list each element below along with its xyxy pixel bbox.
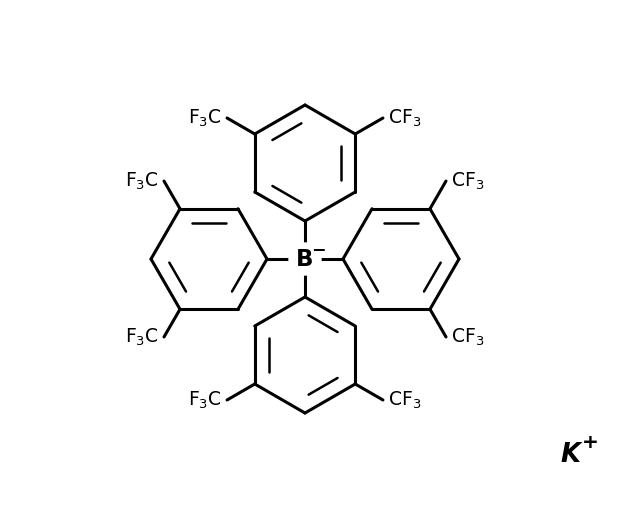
- Text: $\mathregular{CF_3}$: $\mathregular{CF_3}$: [388, 108, 421, 129]
- Text: $\mathregular{F_3C}$: $\mathregular{F_3C}$: [188, 389, 222, 411]
- Text: $\mathregular{F_3C}$: $\mathregular{F_3C}$: [188, 108, 222, 129]
- Text: K: K: [560, 442, 580, 468]
- Text: +: +: [582, 434, 598, 453]
- Text: −: −: [311, 240, 325, 258]
- Text: B: B: [296, 248, 314, 270]
- Text: $\mathregular{CF_3}$: $\mathregular{CF_3}$: [388, 389, 421, 411]
- Text: $\mathregular{F_3C}$: $\mathregular{F_3C}$: [125, 326, 159, 348]
- Text: $\mathregular{CF_3}$: $\mathregular{CF_3}$: [451, 326, 484, 348]
- Text: $\mathregular{F_3C}$: $\mathregular{F_3C}$: [125, 170, 159, 192]
- Text: $\mathregular{CF_3}$: $\mathregular{CF_3}$: [451, 170, 484, 192]
- Circle shape: [289, 243, 321, 275]
